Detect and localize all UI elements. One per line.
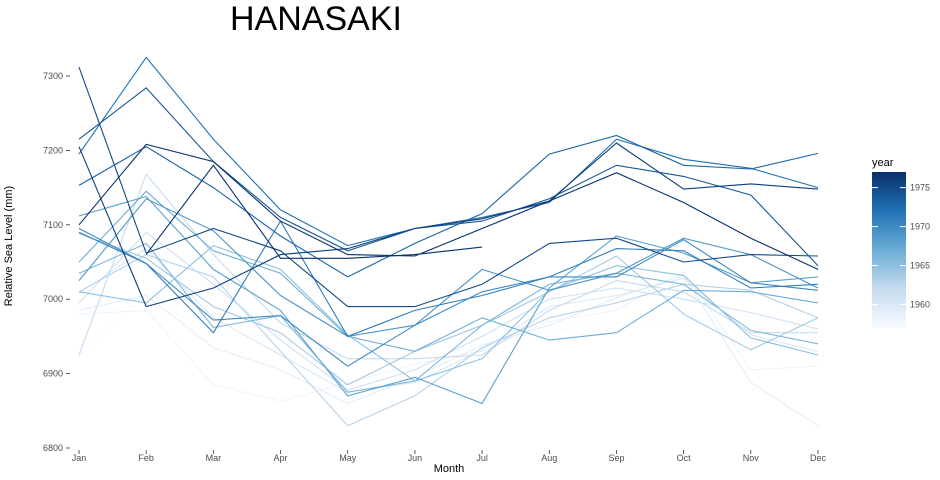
legend-tick-label: 1970	[910, 222, 930, 232]
legend: year 1960 1965 1970 1975	[872, 157, 930, 328]
y-axis-title: Relative Sea Level (mm)	[3, 186, 15, 306]
x-tick-label: Jun	[408, 453, 423, 463]
series-line-1973	[78, 134, 819, 278]
series-line-1966	[78, 242, 819, 393]
y-tick-label: 6800	[43, 443, 63, 453]
y-tick-label: 7000	[43, 294, 63, 304]
series-line-1964	[78, 233, 819, 386]
x-tick-label: Mar	[206, 453, 222, 463]
x-axis: Jan Feb Mar Apr May Jun Jul Aug Sep Oct Nov Dec	[72, 450, 827, 463]
legend-ticks: 1960 1965 1970 1975	[872, 183, 930, 310]
legend-tick-label: 1965	[910, 261, 930, 271]
series-line-1974	[78, 87, 819, 267]
y-tick-label: 7200	[43, 145, 63, 155]
series-line-1972	[78, 56, 819, 247]
y-tick-label: 7300	[43, 71, 63, 81]
series-line-1967	[78, 190, 819, 352]
series-line-1969	[78, 198, 819, 337]
y-axis: 6800 6900 7000 7100 7200 7300	[43, 71, 70, 453]
x-axis-title: Month	[434, 463, 465, 475]
series-line-1968	[78, 195, 819, 405]
y-tick-label: 6900	[43, 369, 63, 379]
series-line-1976	[78, 142, 819, 308]
x-tick-label: Feb	[138, 453, 154, 463]
x-tick-label: Jan	[72, 453, 87, 463]
series-line-1960	[78, 247, 819, 393]
series-line-1975	[78, 66, 819, 308]
chart-title: HANASAKI	[230, 0, 402, 38]
series-line-1978	[145, 164, 483, 259]
x-tick-label: Nov	[743, 453, 760, 463]
x-tick-label: Jul	[476, 453, 488, 463]
plot-area	[78, 56, 819, 427]
x-tick-label: Aug	[541, 453, 557, 463]
x-tick-label: May	[339, 453, 357, 463]
y-tick-label: 7100	[43, 220, 63, 230]
x-tick-label: Oct	[677, 453, 692, 463]
legend-title: year	[872, 157, 894, 169]
series-line-1970	[78, 228, 819, 367]
x-tick-label: Dec	[810, 453, 827, 463]
legend-tick-label: 1960	[910, 300, 930, 310]
legend-colorbar	[872, 172, 906, 328]
legend-tick-label: 1975	[910, 183, 930, 193]
series-line-1963	[78, 254, 819, 427]
series-line-1971	[78, 220, 819, 338]
series-line-1977	[78, 143, 819, 270]
series-line-1965	[78, 244, 819, 382]
series-line-1959	[78, 274, 819, 427]
x-tick-label: Sep	[608, 453, 624, 463]
x-tick-label: Apr	[274, 453, 288, 463]
